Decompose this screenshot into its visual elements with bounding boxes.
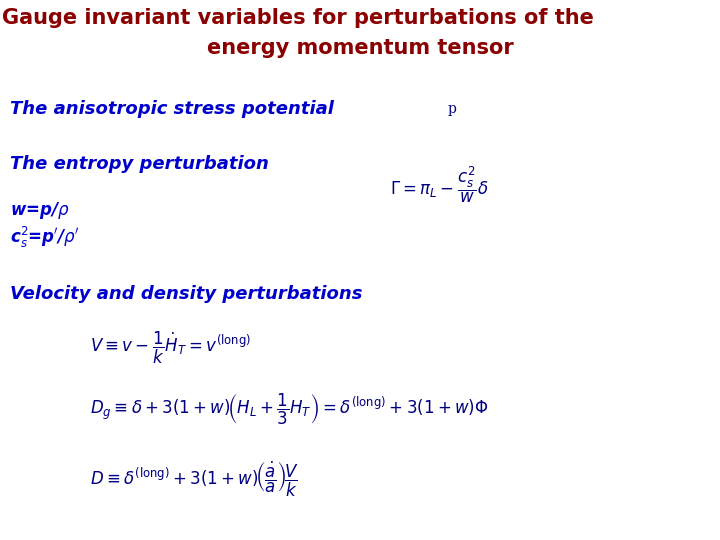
Text: The anisotropic stress potential: The anisotropic stress potential (10, 100, 334, 118)
Text: p: p (448, 102, 457, 116)
Text: Gauge invariant variables for perturbations of the: Gauge invariant variables for perturbati… (2, 8, 594, 28)
Text: $D \equiv \delta^{\mathrm{(long)}} + 3(1+w)\!\left(\dfrac{\dot{a}}{a}\right)\!\d: $D \equiv \delta^{\mathrm{(long)}} + 3(1… (90, 460, 299, 500)
Text: energy momentum tensor: energy momentum tensor (207, 38, 513, 58)
Text: $D_g \equiv \delta + 3(1+w)\!\left(H_L + \dfrac{1}{3}H_T\right) = \delta^{\mathr: $D_g \equiv \delta + 3(1+w)\!\left(H_L +… (90, 392, 488, 427)
Text: $\Gamma = \pi_L - \dfrac{c_s^2}{w}\delta$: $\Gamma = \pi_L - \dfrac{c_s^2}{w}\delta… (390, 165, 488, 205)
Text: $V \equiv v - \dfrac{1}{k}\dot{H}_T = v^{\mathrm{(long)}}$: $V \equiv v - \dfrac{1}{k}\dot{H}_T = v^… (90, 330, 251, 366)
Text: c$^2_s$=p$^{\prime}$/$\rho$$^{\prime}$: c$^2_s$=p$^{\prime}$/$\rho$$^{\prime}$ (10, 225, 79, 250)
Text: The entropy perturbation: The entropy perturbation (10, 155, 269, 173)
Text: Velocity and density perturbations: Velocity and density perturbations (10, 285, 362, 303)
Text: w=p/$\rho$: w=p/$\rho$ (10, 200, 70, 221)
